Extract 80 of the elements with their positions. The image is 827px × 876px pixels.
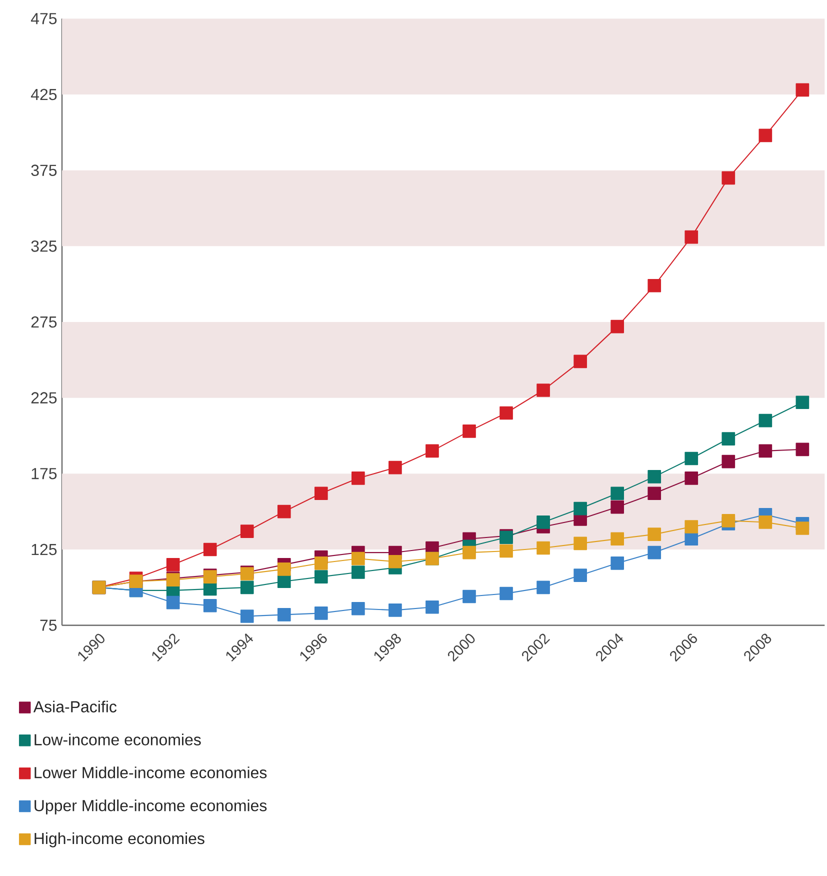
point [758, 516, 772, 529]
y-tick-label: 275 [32, 316, 57, 328]
point [648, 546, 662, 560]
point [500, 544, 514, 558]
point [574, 354, 588, 368]
point [278, 562, 291, 576]
y-tick-label: 225 [32, 392, 57, 404]
point [684, 472, 698, 485]
point [684, 452, 698, 466]
point [278, 608, 291, 622]
legend-label: Upper Middle-income economies [34, 799, 267, 814]
point [462, 424, 476, 438]
point [648, 528, 662, 541]
point [352, 552, 366, 566]
point [610, 556, 624, 570]
y-tick-label: 175 [32, 468, 57, 480]
y-tick-label: 75 [40, 620, 57, 631]
point [462, 546, 476, 560]
point [278, 574, 291, 588]
point [462, 590, 476, 604]
y-tick-label: 325 [31, 240, 57, 252]
point [610, 320, 624, 334]
point [352, 602, 366, 616]
point [648, 470, 662, 484]
point [166, 558, 180, 572]
point [684, 230, 698, 244]
point [574, 536, 588, 550]
point [388, 603, 402, 617]
legend-label: High-income economies [34, 832, 205, 848]
point [722, 432, 736, 446]
point [796, 396, 810, 410]
point [278, 504, 291, 518]
point [536, 541, 550, 555]
point [536, 516, 550, 529]
point [796, 83, 810, 97]
point [314, 606, 328, 620]
point [722, 171, 736, 185]
point [758, 414, 772, 428]
point [240, 610, 254, 623]
point [796, 442, 810, 456]
legend-label: Low-income economies [34, 734, 202, 746]
y-tick-label: 475 [31, 13, 57, 24]
point [722, 454, 736, 468]
point [426, 444, 440, 458]
point [314, 556, 328, 570]
point [684, 520, 698, 534]
point [500, 406, 514, 420]
point [536, 580, 550, 594]
point [240, 524, 254, 538]
point [426, 600, 440, 614]
point [684, 532, 698, 546]
point [648, 278, 662, 292]
point [758, 128, 772, 142]
point [500, 586, 514, 600]
legend-label: Asia-Pacific [34, 700, 117, 712]
y-tick-label: 375 [31, 164, 57, 176]
y-tick-label: 125 [32, 544, 57, 556]
y-tick-label: 425 [31, 88, 57, 100]
point [610, 486, 624, 500]
point [388, 554, 402, 568]
point [166, 596, 180, 610]
point [388, 460, 402, 474]
point [758, 444, 772, 458]
point [648, 486, 662, 500]
point [240, 580, 254, 594]
point [574, 502, 588, 516]
point [352, 472, 366, 485]
point [314, 486, 328, 500]
point [722, 514, 736, 528]
point [352, 566, 366, 579]
point [204, 582, 217, 596]
point [574, 568, 588, 582]
point [796, 522, 810, 535]
point [610, 500, 624, 514]
point [610, 532, 624, 546]
point [204, 598, 217, 612]
legend-label: Lower Middle-income economies [34, 766, 267, 778]
point [536, 384, 550, 397]
point [314, 570, 328, 584]
point [204, 542, 217, 556]
